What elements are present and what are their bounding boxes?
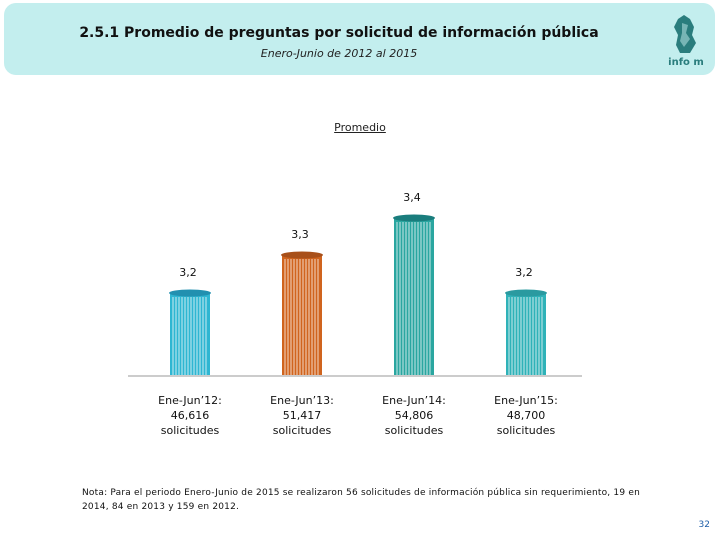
category-label-line: 54,806 — [394, 409, 434, 422]
bar-2 — [281, 251, 323, 375]
category-label-line: solicitudes — [272, 424, 332, 437]
logo-text: info m — [668, 57, 704, 68]
bar-cap — [281, 251, 323, 259]
category-label-line: solicitudes — [496, 424, 556, 437]
category-label-line: 51,417 — [282, 409, 322, 422]
category-label-2: Ene-Jun’13: 51,417 solicitudes — [247, 393, 357, 438]
title-banner: 2.5.1 Promedio de preguntas por solicitu… — [4, 3, 715, 75]
category-label-3: Ene-Jun’14: 54,806 solicitudes — [359, 393, 469, 438]
value-label-2: 3,3 — [291, 228, 309, 241]
category-label-line: solicitudes — [384, 424, 444, 437]
bar-3 — [393, 214, 435, 375]
logo: info m — [664, 13, 708, 75]
value-label-3: 3,4 — [403, 191, 421, 204]
category-label-line: solicitudes — [160, 424, 220, 437]
category-label-line: 46,616 — [170, 409, 210, 422]
bar-cap — [169, 289, 211, 297]
chart-title: Promedio — [334, 121, 386, 134]
category-label-line: Ene-Jun’15: — [494, 394, 558, 407]
page-title: 2.5.1 Promedio de preguntas por solicitu… — [79, 25, 599, 41]
category-label-line: Ene-Jun’14: — [382, 394, 446, 407]
bar-chart: 3,2 3,3 3,4 3,2 — [128, 191, 582, 377]
category-label-1: Ene-Jun’12: 46,616 solicitudes — [135, 393, 245, 438]
bar-cap — [393, 214, 435, 222]
category-label-line: 48,700 — [506, 409, 546, 422]
footnote: Nota: Para el periodo Enero-Junio de 201… — [82, 488, 640, 512]
bar-4 — [505, 289, 547, 375]
category-label-line: Ene-Jun’13: — [270, 394, 334, 407]
page-subtitle: Enero-Junio de 2012 al 2015 — [260, 47, 418, 60]
bar-cap — [505, 289, 547, 297]
category-label-4: Ene-Jun’15: 48,700 solicitudes — [471, 393, 581, 438]
city-map-icon — [674, 15, 696, 53]
value-label-1: 3,2 — [179, 266, 197, 279]
bar-1 — [169, 289, 211, 375]
category-label-line: Ene-Jun’12: — [158, 394, 222, 407]
value-label-4: 3,2 — [515, 266, 533, 279]
page-number: 32 — [698, 520, 710, 530]
